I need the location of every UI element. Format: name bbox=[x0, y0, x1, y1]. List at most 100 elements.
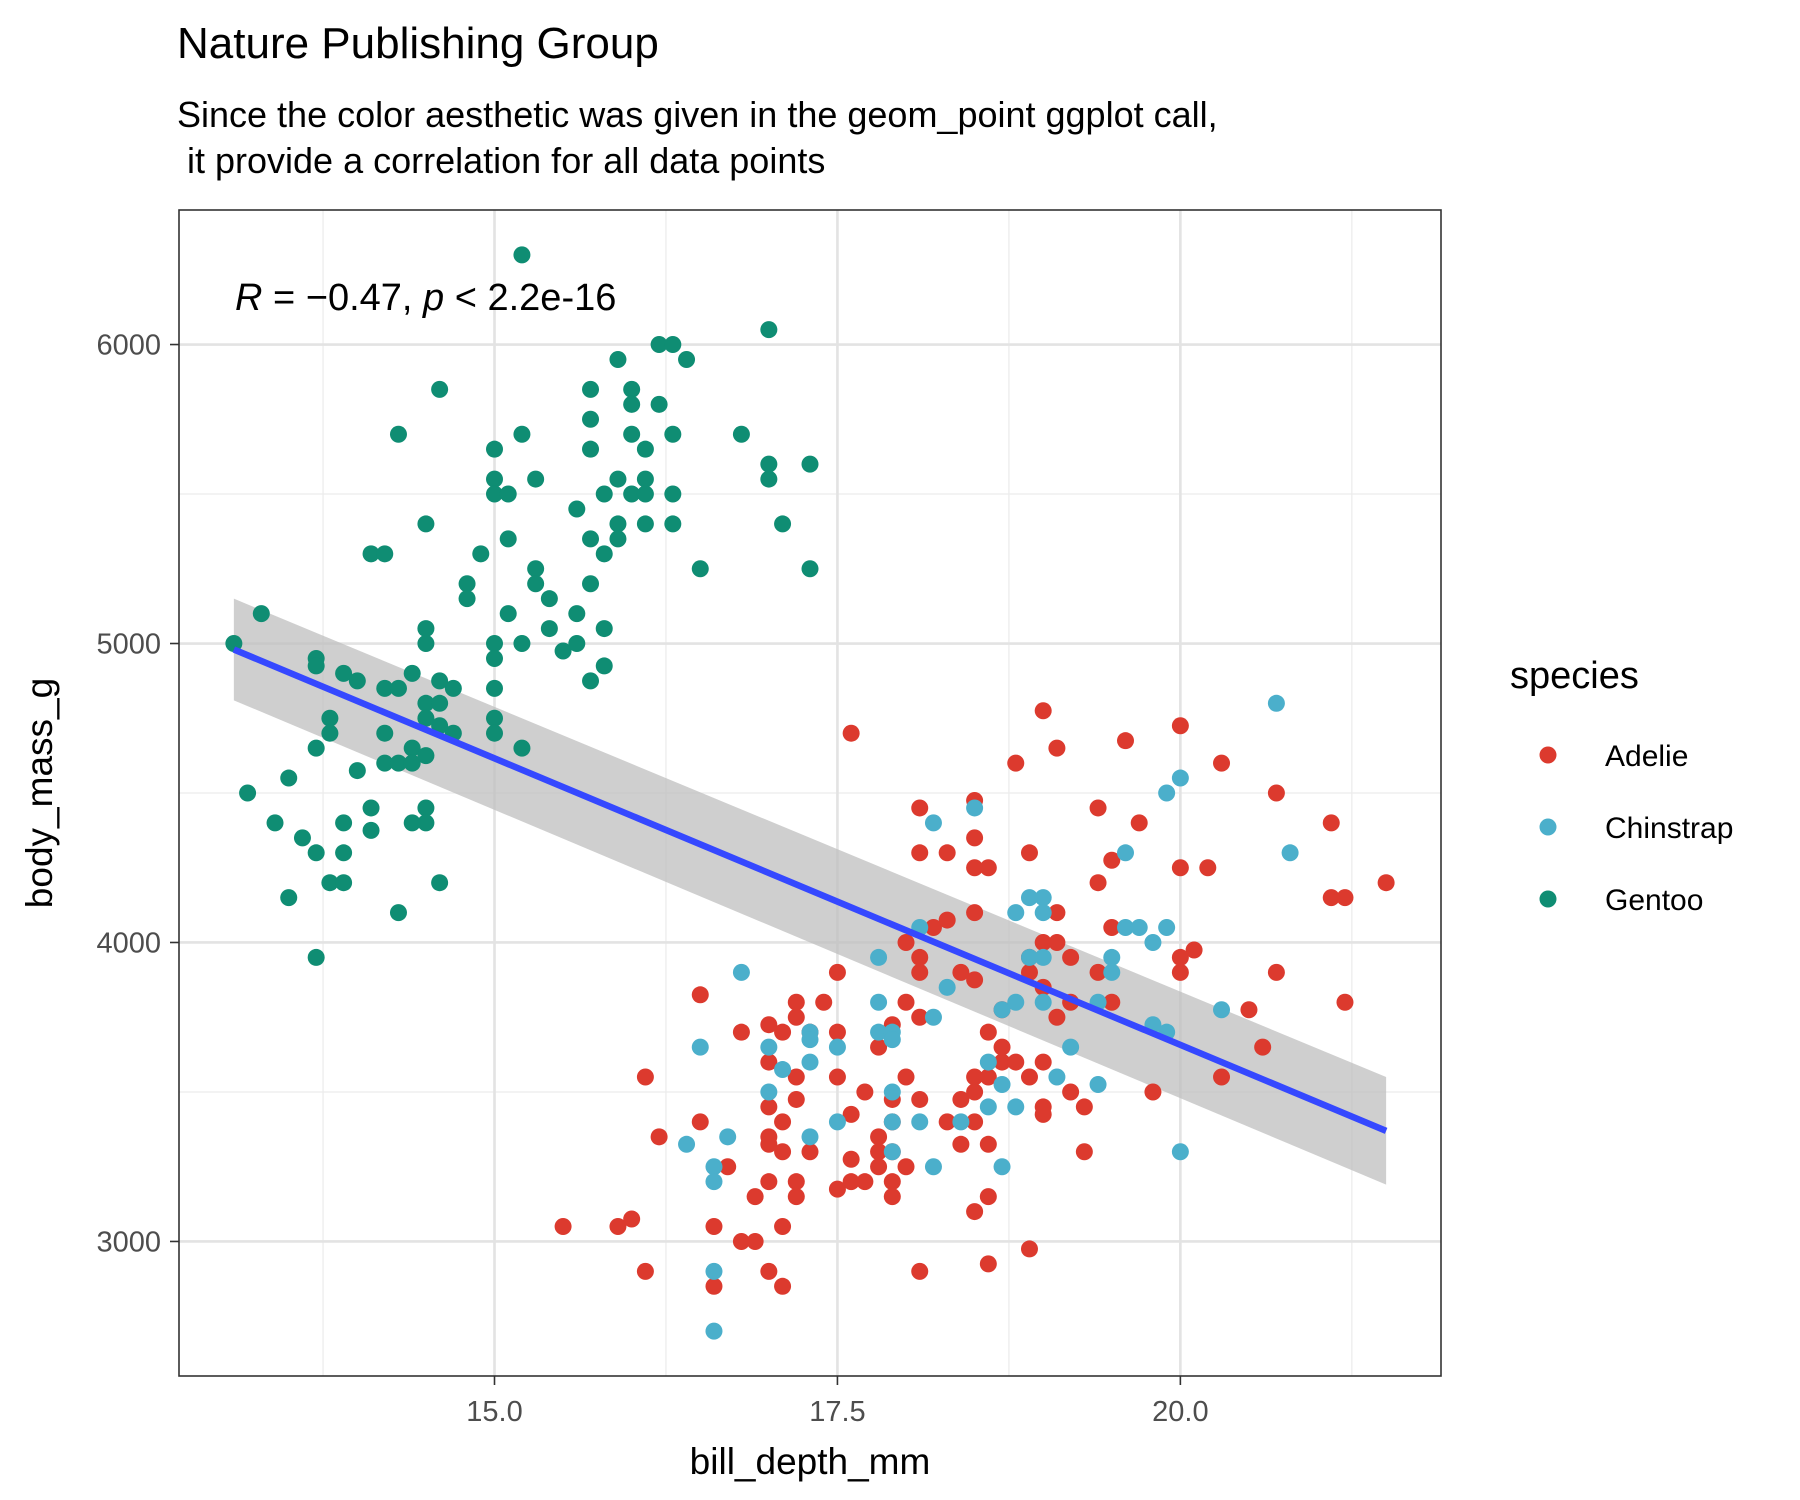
data-point-chinstrap bbox=[924, 814, 942, 832]
data-point-gentoo bbox=[568, 635, 586, 653]
data-point-gentoo bbox=[335, 814, 353, 832]
x-tick-label: 15.0 bbox=[466, 1396, 522, 1428]
data-point-adelie bbox=[979, 859, 997, 877]
data-point-adelie bbox=[1336, 889, 1354, 907]
data-point-gentoo bbox=[458, 590, 476, 608]
data-point-chinstrap bbox=[883, 1143, 901, 1161]
data-point-adelie bbox=[993, 1053, 1011, 1071]
data-point-adelie bbox=[979, 1188, 997, 1206]
data-point-gentoo bbox=[307, 657, 325, 675]
data-point-gentoo bbox=[472, 545, 490, 563]
data-point-chinstrap bbox=[828, 1038, 846, 1056]
data-point-adelie bbox=[1007, 1053, 1025, 1071]
data-point-chinstrap bbox=[952, 1113, 970, 1131]
data-point-adelie bbox=[760, 1135, 778, 1153]
data-point-adelie bbox=[911, 799, 929, 817]
data-point-adelie bbox=[897, 1158, 915, 1176]
data-point-chinstrap bbox=[1007, 904, 1025, 922]
data-point-gentoo bbox=[609, 470, 627, 488]
data-point-adelie bbox=[966, 1203, 984, 1221]
data-point-adelie bbox=[883, 1173, 901, 1191]
data-point-gentoo bbox=[362, 821, 380, 839]
data-point-gentoo bbox=[623, 380, 641, 398]
data-point-adelie bbox=[636, 1068, 654, 1086]
data-point-gentoo bbox=[499, 530, 517, 548]
data-point-gentoo bbox=[664, 485, 682, 503]
data-point-gentoo bbox=[650, 336, 668, 354]
data-point-gentoo bbox=[486, 635, 503, 653]
data-point-adelie bbox=[938, 844, 956, 862]
data-point-chinstrap bbox=[870, 993, 888, 1011]
data-point-gentoo bbox=[623, 395, 641, 413]
data-point-adelie bbox=[650, 1128, 668, 1146]
data-point-adelie bbox=[828, 1068, 846, 1086]
data-point-adelie bbox=[1048, 933, 1066, 951]
y-tick-label: 5000 bbox=[96, 629, 161, 661]
data-point-gentoo bbox=[609, 515, 627, 533]
data-point-chinstrap bbox=[870, 948, 888, 966]
data-point-gentoo bbox=[595, 545, 613, 563]
data-point-adelie bbox=[732, 1232, 750, 1250]
data-point-adelie bbox=[1171, 859, 1189, 877]
legend-key-adelie bbox=[1539, 746, 1557, 764]
data-point-chinstrap bbox=[993, 1158, 1011, 1176]
data-point-chinstrap bbox=[1130, 919, 1148, 937]
data-point-gentoo bbox=[499, 485, 517, 503]
x-axis-title: bill_depth_mm bbox=[690, 1441, 931, 1482]
data-point-gentoo bbox=[678, 350, 696, 368]
data-point-adelie bbox=[1171, 717, 1189, 735]
data-point-chinstrap bbox=[1171, 769, 1189, 787]
data-point-chinstrap bbox=[1048, 1068, 1066, 1086]
data-point-chinstrap bbox=[1158, 919, 1176, 937]
data-point-adelie bbox=[1267, 963, 1285, 981]
data-point-gentoo bbox=[540, 620, 558, 638]
data-point-adelie bbox=[842, 1150, 860, 1168]
data-point-adelie bbox=[870, 1128, 888, 1146]
data-point-gentoo bbox=[362, 545, 380, 563]
data-point-gentoo bbox=[609, 530, 627, 548]
data-point-gentoo bbox=[623, 485, 641, 503]
data-point-gentoo bbox=[760, 470, 778, 488]
data-point-gentoo bbox=[321, 709, 339, 727]
data-point-gentoo bbox=[376, 679, 394, 697]
data-point-adelie bbox=[870, 1143, 888, 1161]
data-point-adelie bbox=[1020, 1240, 1038, 1258]
data-point-gentoo bbox=[568, 605, 586, 623]
data-point-adelie bbox=[1089, 963, 1107, 981]
data-point-adelie bbox=[1185, 941, 1203, 959]
data-point-gentoo bbox=[293, 829, 311, 847]
data-point-adelie bbox=[732, 1023, 750, 1041]
data-point-chinstrap bbox=[993, 1001, 1011, 1019]
data-point-adelie bbox=[938, 1113, 956, 1131]
data-point-adelie bbox=[911, 1090, 929, 1108]
regression-line bbox=[232, 646, 1388, 1134]
data-point-adelie bbox=[1213, 754, 1231, 772]
data-point-gentoo bbox=[486, 440, 503, 458]
correlation-r-value: = −0.47, bbox=[262, 277, 423, 319]
data-point-gentoo bbox=[444, 679, 462, 697]
data-point-adelie bbox=[1048, 739, 1066, 757]
legend-label-chinstrap: Chinstrap bbox=[1605, 812, 1733, 845]
data-point-adelie bbox=[1267, 784, 1285, 802]
data-point-gentoo bbox=[774, 515, 792, 533]
data-point-adelie bbox=[911, 844, 929, 862]
data-point-gentoo bbox=[636, 485, 654, 503]
data-point-adelie bbox=[828, 963, 846, 981]
y-axis-title: body_mass_g bbox=[19, 678, 60, 908]
data-point-chinstrap bbox=[705, 1173, 723, 1191]
data-point-gentoo bbox=[335, 844, 353, 862]
data-point-gentoo bbox=[348, 762, 366, 780]
data-point-adelie bbox=[760, 1173, 778, 1191]
data-point-gentoo bbox=[307, 739, 325, 757]
data-point-chinstrap bbox=[1034, 889, 1052, 907]
data-point-adelie bbox=[979, 1135, 997, 1153]
data-point-gentoo bbox=[486, 679, 503, 697]
data-point-adelie bbox=[1075, 1143, 1093, 1161]
data-point-gentoo bbox=[431, 672, 449, 690]
data-point-gentoo bbox=[417, 620, 435, 638]
data-point-gentoo bbox=[403, 664, 421, 682]
data-point-adelie bbox=[1034, 702, 1052, 720]
data-point-adelie bbox=[1034, 1105, 1052, 1123]
data-point-chinstrap bbox=[1117, 844, 1134, 862]
